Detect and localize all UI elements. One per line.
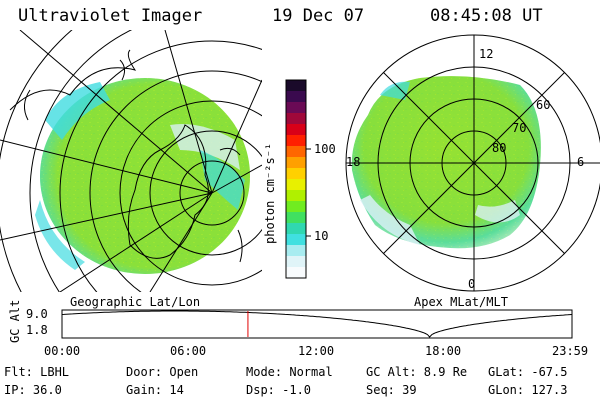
filter-status: Flt: LBHL <box>4 365 70 379</box>
colorbar <box>286 80 306 279</box>
geo-panel-label: Geographic Lat/Lon <box>70 295 201 309</box>
dsp-status: Dsp: -1.0 <box>246 383 312 397</box>
colorbar-step <box>286 80 306 92</box>
colorbar-step <box>286 234 306 246</box>
glon-status: GLon: 127.3 <box>488 383 568 397</box>
orbit-xtick: 23:59 <box>552 344 589 358</box>
colorbar-step <box>286 168 306 180</box>
orbit-xtick: 18:00 <box>425 344 462 358</box>
colorbar-tick-100: 100 <box>314 142 336 156</box>
orbit-ytick-min: 1.8 <box>26 323 48 337</box>
colorbar-unit-label: photon cm⁻²s⁻¹ <box>263 142 277 244</box>
mode-status: Mode: Normal <box>246 365 333 379</box>
orbit-plot <box>61 309 573 339</box>
seq-status: Seq: 39 <box>366 383 417 397</box>
colorbar-step <box>286 124 306 136</box>
orbit-xtick: 12:00 <box>298 344 335 358</box>
time-label: 08:45:08 UT <box>430 6 543 26</box>
colorbar-step <box>286 256 306 268</box>
instrument-title: Ultraviolet Imager <box>18 6 203 26</box>
mlt-label-12: 12 <box>479 47 494 61</box>
orbit-ylabel: GC Alt <box>8 299 22 343</box>
colorbar-step <box>286 190 306 202</box>
orbit-xtick: 00:00 <box>44 344 81 358</box>
mlat-label-80: 80 <box>492 141 507 155</box>
colorbar-step <box>286 157 306 169</box>
colorbar-step <box>286 223 306 235</box>
colorbar-step <box>286 91 306 103</box>
date-label: 19 Dec 07 <box>272 6 365 26</box>
orbit-altitude-curve <box>61 310 573 338</box>
colorbar-step <box>286 135 306 147</box>
colorbar-step <box>286 267 306 279</box>
colorbar-step <box>286 113 306 125</box>
glat-status: GLat: -67.5 <box>488 365 568 379</box>
orbit-xtick: 06:00 <box>170 344 207 358</box>
gain-status: Gain: 14 <box>126 383 184 397</box>
colorbar-tick-10: 10 <box>314 229 329 243</box>
colorbar-step <box>286 245 306 257</box>
apex-panel-label: Apex MLat/MLT <box>414 295 508 309</box>
colorbar-step <box>286 146 306 158</box>
colorbar-step <box>286 212 306 224</box>
door-status: Door: Open <box>126 365 199 379</box>
mlat-label-70: 70 <box>512 121 527 135</box>
ip-status: IP: 36.0 <box>4 383 62 397</box>
colorbar-step <box>286 179 306 191</box>
geo-image-panel <box>0 30 262 292</box>
gc-alt-status: GC Alt: 8.9 Re <box>366 365 468 379</box>
mlt-label-6: 6 <box>577 155 585 169</box>
mlt-label-0: 0 <box>468 277 476 291</box>
orbit-ytick-max: 9.0 <box>26 307 48 321</box>
apex-image-panel <box>345 34 600 292</box>
colorbar-step <box>286 201 306 213</box>
mlat-label-60: 60 <box>536 98 551 112</box>
colorbar-step <box>286 102 306 114</box>
mlt-label-18: 18 <box>346 155 361 169</box>
